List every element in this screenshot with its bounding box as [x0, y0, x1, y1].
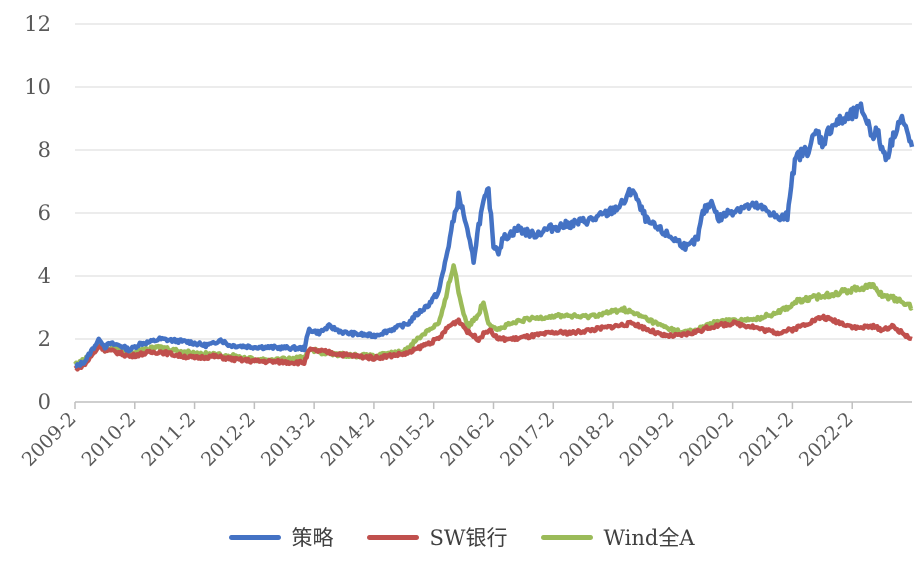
y-tick-label: 0	[38, 390, 51, 414]
y-tick-label: 8	[38, 138, 51, 162]
y-tick-label: 2	[38, 327, 51, 351]
legend-label-sw-bank: SW银行	[429, 526, 508, 550]
legend-item-wind-all-a: Wind全A	[541, 522, 695, 552]
legend-label-strategy: 策略	[291, 526, 334, 550]
line-chart: 0 2 4 6 8 10 12 2009-22010-22011-22012-22013-2…	[18, 12, 915, 471]
legend-swatch-sw-bank	[367, 534, 420, 540]
x-tick-label: 2016-2	[436, 408, 499, 471]
y-tick-label: 12	[24, 12, 51, 36]
y-tick-label: 10	[24, 75, 51, 99]
y-axis: 0 2 4 6 8 10 12	[24, 12, 51, 414]
x-tick-label: 2009-2	[18, 408, 81, 471]
x-tick-label: 2020-2	[675, 408, 738, 471]
x-tick-label: 2022-2	[795, 408, 858, 471]
x-tick-label: 2015-2	[376, 408, 439, 471]
series-lines	[73, 101, 915, 372]
x-tick-label: 2018-2	[556, 408, 619, 471]
series-line-1	[73, 313, 914, 372]
legend-item-strategy: 策略	[229, 522, 333, 552]
legend-swatch-wind-all-a	[541, 534, 594, 540]
x-tick-label: 2011-2	[137, 408, 200, 471]
x-axis: 2009-22010-22011-22012-22013-22014-22015…	[18, 401, 912, 471]
legend-item-sw-bank: SW银行	[367, 522, 507, 552]
x-tick-label: 2017-2	[496, 408, 559, 471]
x-tick-label: 2019-2	[616, 408, 679, 471]
legend-swatch-strategy	[229, 534, 282, 540]
legend: 策略 SW银行 Wind全A	[0, 522, 924, 552]
x-tick-label: 2021-2	[735, 408, 798, 471]
x-tick-label: 2013-2	[257, 408, 320, 471]
y-tick-label: 6	[38, 201, 51, 225]
gridlines	[75, 23, 912, 340]
y-tick-label: 4	[38, 264, 51, 288]
x-tick-label: 2012-2	[197, 408, 260, 471]
series-line-0	[73, 101, 915, 369]
series-line-2	[73, 263, 914, 367]
legend-label-wind-all-a: Wind全A	[603, 526, 695, 550]
x-tick-label: 2014-2	[317, 408, 380, 471]
x-tick-label: 2010-2	[77, 408, 140, 471]
